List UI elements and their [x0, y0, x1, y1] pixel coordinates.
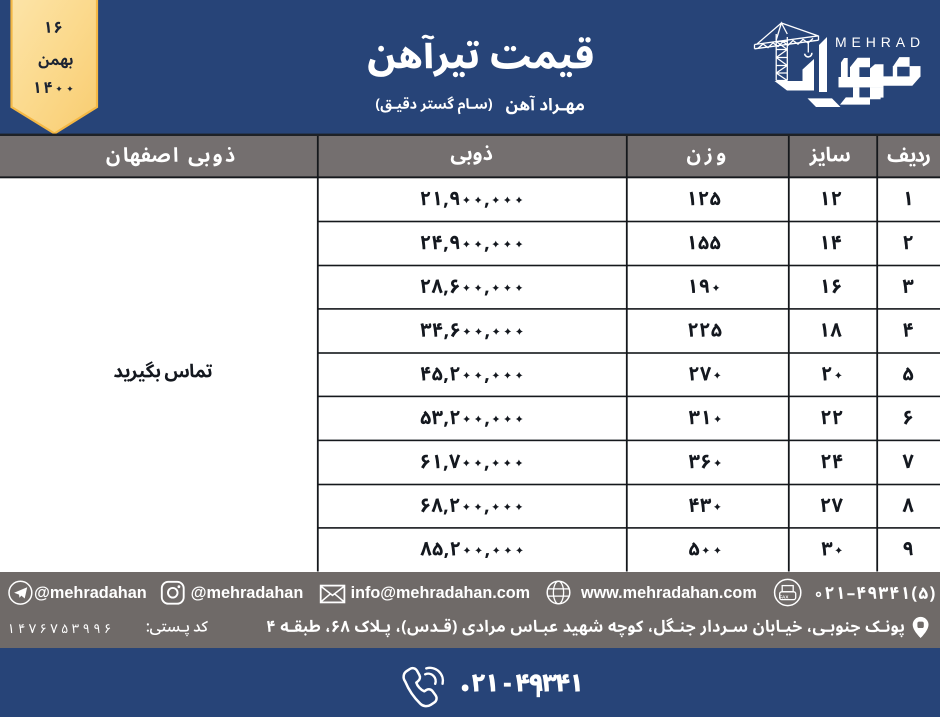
svg-text:FAX: FAX — [780, 594, 790, 599]
svg-text:MEHRAD: MEHRAD — [835, 34, 925, 50]
